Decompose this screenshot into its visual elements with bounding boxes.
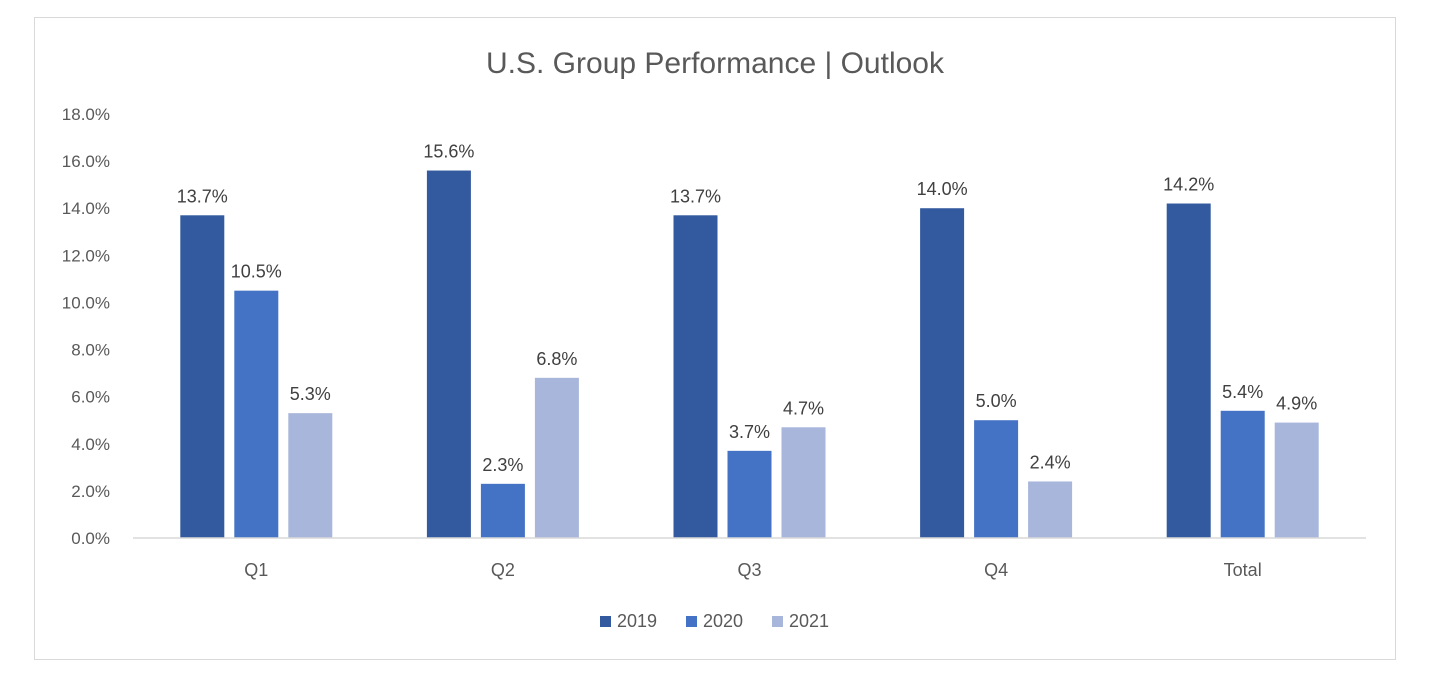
- y-tick-label: 6.0%: [71, 388, 110, 407]
- y-tick-label: 2.0%: [71, 482, 110, 501]
- x-tick-label: Q1: [244, 560, 268, 580]
- data-label: 14.0%: [917, 179, 968, 199]
- data-label: 2.3%: [482, 455, 523, 475]
- legend-label: 2019: [617, 611, 657, 631]
- data-label: 6.8%: [536, 349, 577, 369]
- legend-swatch-2019: [600, 616, 611, 627]
- legend-label: 2020: [703, 611, 743, 631]
- legend-swatch-2020: [686, 616, 697, 627]
- bar-q2-2020: [480, 483, 525, 538]
- chart-title: U.S. Group Performance | Outlook: [486, 47, 945, 80]
- bar-q2-2019: [426, 170, 471, 539]
- y-tick-label: 16.0%: [62, 152, 110, 171]
- data-label: 5.4%: [1222, 382, 1263, 402]
- y-tick-label: 14.0%: [62, 199, 110, 218]
- x-tick-label: Total: [1224, 560, 1262, 580]
- x-axis: Q1 Q2 Q3 Q4 Total: [133, 537, 1366, 580]
- data-label: 15.6%: [423, 142, 474, 162]
- data-label: 14.2%: [1163, 175, 1214, 195]
- y-tick-label: 12.0%: [62, 246, 110, 265]
- data-labels: 13.7% 10.5% 5.3% 15.6% 2.3% 6.8% 13.7% 3.7% 4.7%…: [177, 142, 1317, 475]
- data-label: 13.7%: [670, 186, 721, 206]
- bar-q2-2021: [534, 377, 579, 538]
- data-label: 10.5%: [231, 262, 282, 282]
- bar-total-2019: [1166, 203, 1211, 538]
- legend: 2019 2020 2021: [600, 611, 829, 631]
- y-tick-label: 0.0%: [71, 529, 110, 548]
- data-label: 4.9%: [1276, 394, 1317, 414]
- bar-q4-2019: [920, 208, 965, 538]
- y-tick-label: 8.0%: [71, 341, 110, 360]
- bar-total-2021: [1274, 422, 1319, 538]
- bar-q1-2021: [288, 413, 333, 538]
- data-label: 4.7%: [783, 398, 824, 418]
- bar-q3-2019: [673, 215, 718, 539]
- legend-swatch-2021: [772, 616, 783, 627]
- data-label: 5.3%: [290, 384, 331, 404]
- data-label: 2.4%: [1030, 452, 1071, 472]
- bar-total-2020: [1220, 410, 1265, 538]
- y-tick-label: 18.0%: [62, 105, 110, 124]
- bar-q4-2021: [1028, 481, 1073, 538]
- data-label: 5.0%: [976, 391, 1017, 411]
- legend-label: 2021: [789, 611, 829, 631]
- y-tick-label: 10.0%: [62, 293, 110, 312]
- x-tick-label: Q3: [737, 560, 761, 580]
- data-label: 3.7%: [729, 422, 770, 442]
- bars: [180, 170, 1319, 539]
- y-axis: 0.0% 2.0% 4.0% 6.0% 8.0% 10.0% 12.0% 14.0% 16.0%…: [62, 105, 110, 548]
- bar-q4-2020: [974, 420, 1019, 538]
- y-tick-label: 4.0%: [71, 435, 110, 454]
- bar-q3-2021: [781, 427, 826, 538]
- bar-q3-2020: [727, 450, 772, 538]
- data-label: 13.7%: [177, 186, 228, 206]
- x-tick-label: Q4: [984, 560, 1008, 580]
- x-tick-label: Q2: [491, 560, 515, 580]
- bar-q1-2019: [180, 215, 225, 539]
- bar-q1-2020: [234, 290, 279, 538]
